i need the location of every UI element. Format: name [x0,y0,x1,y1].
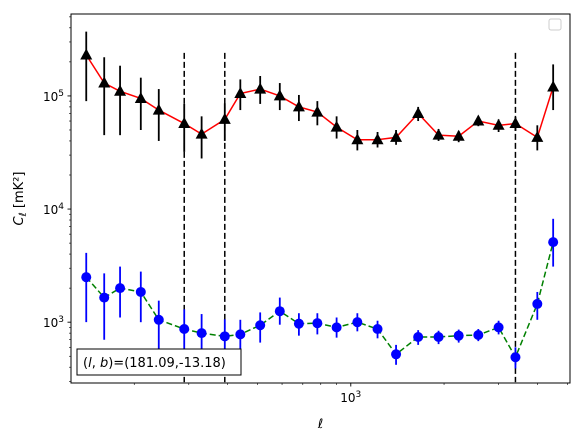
data-point-circle [453,330,464,341]
data-point-triangle [98,76,111,88]
data-point-circle [135,286,146,297]
data-point-triangle [218,112,231,124]
data-point-circle [312,318,323,329]
series-triangles [80,31,560,159]
reference-lines [183,52,517,383]
data-point-circle [293,318,304,329]
data-point-triangle [492,118,505,130]
y-axis-label: Cℓ [mK²] [12,172,29,226]
data-point-triangle [432,128,445,140]
data-point-triangle [472,114,485,126]
coordinate-annotation: (l, b)=(181.09,-13.18) [76,348,242,376]
data-point-circle [196,328,207,339]
data-point-triangle [330,120,343,132]
series-circles [81,218,559,369]
data-point-circle [274,306,285,317]
data-point-triangle [114,84,127,96]
data-point-triangle [80,48,93,60]
data-point-triangle [371,133,384,145]
data-point-circle [235,329,246,340]
data-point-circle [391,349,402,360]
data-point-triangle [292,100,305,112]
data-point-triangle [234,87,247,99]
data-point-circle [352,317,363,328]
data-point-circle [153,314,164,325]
data-point-triangle [531,130,544,142]
series-line [85,241,554,359]
data-point-triangle [311,105,324,117]
data-point-circle [413,331,424,342]
plot-series [80,31,560,369]
data-point-circle [255,320,266,331]
data-point-circle [473,330,484,341]
y-tick-label: 105 [43,89,64,104]
data-point-circle [493,322,504,333]
x-tick-label: 103 [340,390,361,405]
y-tick-label: 103 [43,315,64,330]
data-point-triangle [509,117,522,129]
data-point-triangle [134,91,147,103]
data-point-circle [532,298,543,309]
data-point-circle [510,352,521,363]
data-point-circle [433,331,444,342]
data-point-circle [548,237,559,248]
data-point-triangle [412,106,425,118]
annotation-box [76,348,242,376]
data-point-triangle [547,80,560,92]
annotation-text: (l, b)=(181.09,-13.18) [83,356,226,371]
data-point-triangle [273,89,286,101]
data-point-circle [99,292,110,303]
data-point-circle [81,272,92,283]
data-point-triangle [178,117,191,129]
data-point-triangle [390,130,403,142]
data-point-triangle [351,133,364,145]
data-point-circle [179,324,190,335]
data-point-circle [372,324,383,335]
legend-box [548,18,562,31]
data-point-circle [115,283,126,294]
tick-labels: 103 103 104 105 [43,89,361,405]
x-axis-label: ℓ [317,417,323,432]
data-point-circle [219,331,230,342]
series-line [85,54,554,141]
data-point-triangle [452,129,465,141]
data-point-triangle [152,103,165,115]
data-point-triangle [195,127,208,139]
y-tick-label: 104 [43,202,64,217]
data-point-triangle [254,82,267,94]
data-point-circle [331,322,342,333]
tick-marks [67,16,568,387]
